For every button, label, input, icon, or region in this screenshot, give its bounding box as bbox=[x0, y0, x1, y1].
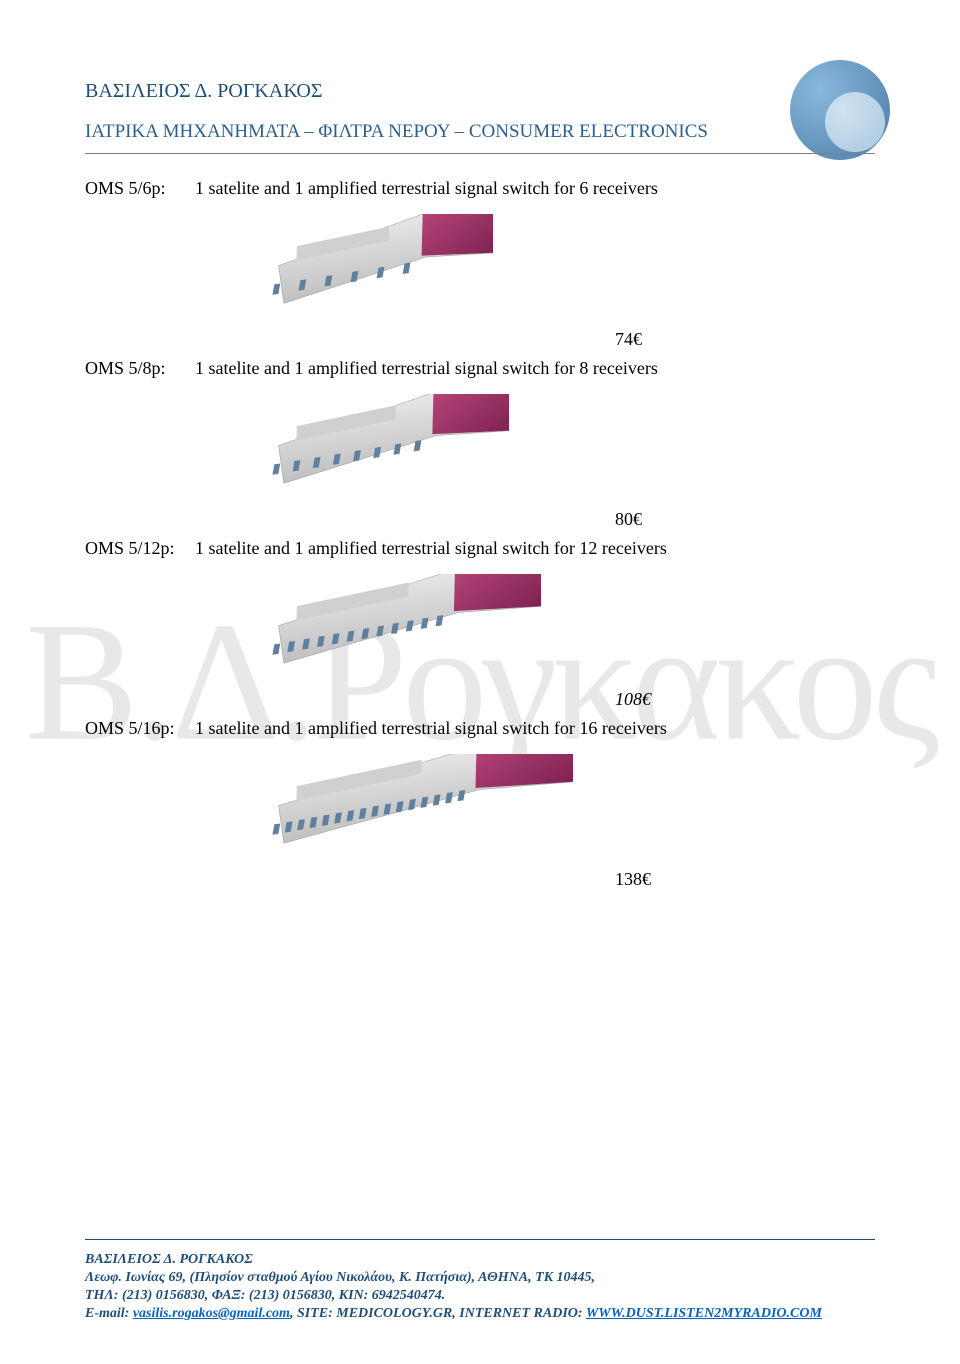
product-image bbox=[265, 214, 875, 319]
product-code: OMS 5/16p: bbox=[85, 718, 195, 739]
footer-name: ΒΑΣΙΛΕΙΟΣ Δ. ΡΟΓΚΑΚΟΣ bbox=[85, 1252, 875, 1268]
product-block: OMS 5/8p: 1 satelite and 1 amplified ter… bbox=[85, 358, 875, 379]
footer-phones: ΤΗΛ: (213) 0156830, ΦΑΞ: (213) 0156830, … bbox=[85, 1288, 875, 1304]
footer: ΒΑΣΙΛΕΙΟΣ Δ. ΡΟΓΚΑΚΟΣ Λεωφ. Ιωνίας 69, (… bbox=[85, 1239, 875, 1324]
footer-address: Λεωφ. Ιωνίας 69, (Πλησίον σταθμού Αγίου … bbox=[85, 1270, 875, 1286]
product-block: OMS 5/12p: 1 satelite and 1 amplified te… bbox=[85, 538, 875, 559]
product-price: 108€ bbox=[85, 689, 875, 710]
page-content: ΒΑΣΙΛΕΙΟΣ Δ. ΡΟΓΚΑΚΟΣ ΙΑΤΡΙΚΑ ΜΗΧΑΝΗΜΑΤΑ… bbox=[85, 80, 875, 890]
footer-contact: E-mail: vasilis.rogakos@gmail.com, SITE:… bbox=[85, 1306, 875, 1322]
header-subtitle: ΙΑΤΡΙΚΑ ΜΗΧΑΝΗΜΑΤΑ – ΦΙΛΤΡΑ ΝΕΡΟΥ – CONS… bbox=[85, 121, 875, 143]
product-block: OMS 5/16p: 1 satelite and 1 amplified te… bbox=[85, 718, 875, 739]
footer-radio: WWW.DUST.LISTEN2MYRADIO.COM bbox=[586, 1306, 822, 1321]
product-price: 74€ bbox=[85, 329, 875, 350]
product-block: OMS 5/6p: 1 satelite and 1 amplified ter… bbox=[85, 178, 875, 199]
footer-site-label: , SITE: MEDICOLOGY.GR, INTERNET RADIO: bbox=[290, 1306, 586, 1321]
product-image bbox=[265, 394, 875, 499]
product-price: 138€ bbox=[85, 869, 875, 890]
product-code: OMS 5/8p: bbox=[85, 358, 195, 379]
product-image bbox=[265, 574, 875, 679]
header-divider bbox=[85, 153, 875, 154]
product-code: OMS 5/12p: bbox=[85, 538, 195, 559]
product-description: 1 satelite and 1 amplified terrestrial s… bbox=[195, 178, 658, 199]
header-title: ΒΑΣΙΛΕΙΟΣ Δ. ΡΟΓΚΑΚΟΣ bbox=[85, 80, 875, 103]
product-description: 1 satelite and 1 amplified terrestrial s… bbox=[195, 718, 667, 739]
footer-divider bbox=[85, 1239, 875, 1240]
product-description: 1 satelite and 1 amplified terrestrial s… bbox=[195, 538, 667, 559]
footer-email-label: E-mail: bbox=[85, 1306, 133, 1321]
product-image bbox=[265, 754, 875, 859]
footer-email: vasilis.rogakos@gmail.com bbox=[133, 1306, 290, 1321]
product-price: 80€ bbox=[85, 509, 875, 530]
product-description: 1 satelite and 1 amplified terrestrial s… bbox=[195, 358, 658, 379]
product-code: OMS 5/6p: bbox=[85, 178, 195, 199]
